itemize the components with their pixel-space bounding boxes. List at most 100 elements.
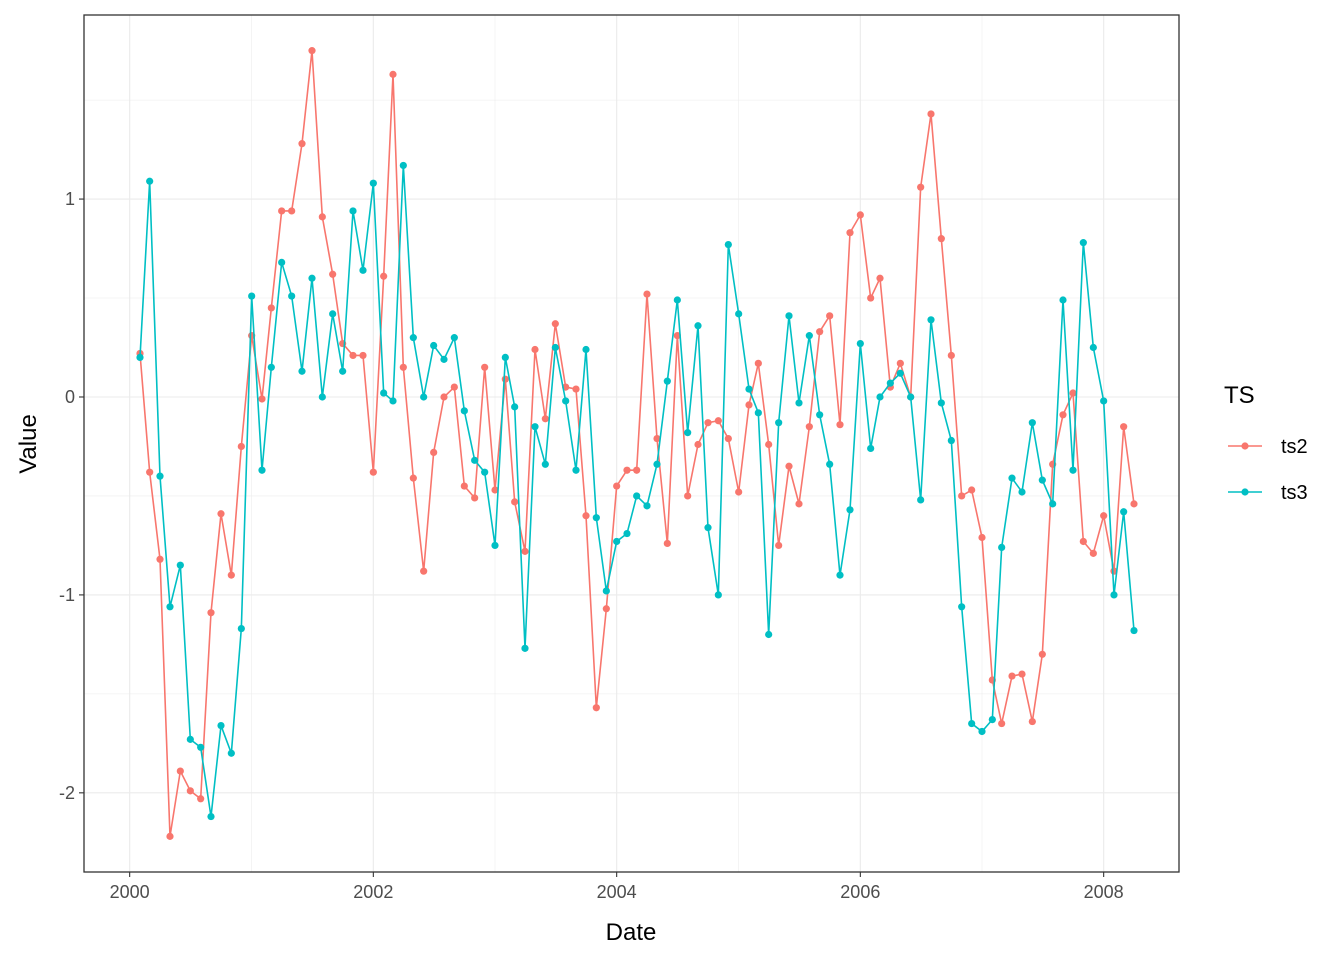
data-point-ts2 — [673, 332, 681, 340]
legend-item-ts3: ts3 — [1228, 482, 1308, 504]
data-point-ts2 — [623, 466, 631, 474]
data-point-ts3 — [369, 179, 377, 187]
data-point-ts3 — [248, 292, 256, 300]
data-point-ts2 — [551, 320, 559, 328]
legend-label: ts3 — [1281, 482, 1308, 504]
data-point-ts2 — [1069, 389, 1077, 397]
data-point-ts2 — [968, 486, 976, 494]
data-point-ts2 — [531, 345, 539, 354]
data-point-ts3 — [754, 409, 762, 417]
data-point-ts3 — [136, 353, 144, 361]
data-point-ts2 — [816, 328, 824, 336]
data-point-ts2 — [1079, 537, 1087, 546]
data-point-ts2 — [511, 498, 519, 506]
data-point-ts3 — [217, 721, 225, 730]
data-point-ts3 — [156, 472, 164, 480]
data-point-ts2 — [765, 440, 773, 449]
legend-items: ts2 ts3 — [1228, 436, 1308, 504]
data-point-ts3 — [511, 403, 519, 411]
data-point-ts2 — [1059, 411, 1067, 419]
data-point-ts2 — [146, 468, 154, 476]
data-point-ts3 — [197, 743, 205, 751]
data-point-ts2 — [197, 795, 205, 803]
data-point-ts2 — [258, 395, 266, 403]
data-point-ts3 — [714, 591, 722, 599]
data-point-ts3 — [816, 411, 824, 419]
data-point-ts3 — [694, 322, 702, 330]
data-point-ts3 — [1049, 500, 1057, 508]
y-tick-label: -1 — [59, 585, 75, 605]
data-point-ts3 — [867, 444, 875, 453]
data-point-ts3 — [907, 393, 915, 401]
data-point-ts3 — [339, 367, 347, 375]
series-ts3 — [136, 161, 1138, 821]
data-point-ts2 — [775, 541, 783, 550]
data-point-ts2 — [947, 351, 955, 360]
grid-major — [84, 15, 1179, 872]
data-point-ts3 — [1110, 591, 1118, 599]
data-point-ts2 — [349, 351, 357, 360]
data-point-ts3 — [775, 419, 783, 427]
data-point-ts3 — [349, 207, 357, 215]
series-ts2 — [136, 47, 1138, 840]
data-point-ts2 — [724, 434, 732, 443]
data-point-ts2 — [826, 312, 834, 320]
data-point-ts3 — [166, 603, 174, 611]
data-point-ts3 — [958, 603, 966, 611]
data-point-ts3 — [602, 587, 610, 595]
data-point-ts2 — [430, 448, 438, 457]
data-point-ts3 — [917, 496, 925, 504]
data-point-ts2 — [896, 359, 904, 367]
data-point-ts3 — [876, 393, 884, 401]
data-point-ts3 — [633, 492, 641, 500]
x-axis: 2000 2002 2004 2006 2008 — [110, 872, 1124, 902]
data-point-ts2 — [1008, 672, 1016, 680]
data-point-ts3 — [673, 296, 681, 304]
data-point-ts3 — [745, 385, 753, 393]
data-point-ts2 — [1038, 650, 1046, 658]
data-point-ts3 — [1018, 488, 1026, 496]
data-point-ts2 — [785, 462, 793, 470]
data-point-ts2 — [471, 494, 479, 502]
y-tick-label: 0 — [65, 387, 75, 407]
data-point-ts3 — [399, 161, 407, 170]
data-point-ts2 — [653, 434, 661, 443]
data-point-ts2 — [978, 533, 986, 542]
data-point-ts3 — [927, 316, 935, 324]
data-point-ts3 — [186, 735, 194, 743]
data-point-ts2 — [1120, 423, 1128, 431]
data-point-ts2 — [288, 207, 296, 215]
data-point-ts2 — [1130, 500, 1138, 508]
data-point-ts3 — [471, 456, 479, 464]
data-point-ts2 — [1028, 717, 1036, 726]
x-axis-title: Date — [606, 919, 657, 946]
data-point-ts3 — [288, 292, 296, 300]
data-point-ts3 — [1089, 343, 1097, 352]
data-point-ts2 — [714, 417, 722, 425]
x-tick-label: 2000 — [110, 882, 150, 902]
data-point-ts3 — [1120, 508, 1128, 516]
data-point-ts2 — [460, 482, 468, 490]
y-tick-label: 1 — [65, 189, 75, 209]
data-point-ts2 — [613, 482, 621, 490]
data-point-ts3 — [826, 460, 834, 468]
legend-title: TS — [1224, 382, 1255, 409]
data-point-ts3 — [501, 353, 509, 361]
x-tick-label: 2004 — [597, 882, 637, 902]
data-point-ts3 — [146, 177, 154, 185]
legend-key-point — [1241, 442, 1249, 450]
data-point-ts2 — [633, 466, 641, 474]
data-point-ts2 — [592, 704, 600, 712]
data-point-ts3 — [684, 429, 692, 437]
data-point-ts3 — [267, 363, 275, 371]
y-tick-label: -2 — [59, 783, 75, 803]
data-point-ts3 — [551, 343, 559, 352]
data-point-ts2 — [308, 47, 316, 55]
data-point-ts3 — [329, 310, 337, 318]
data-point-ts2 — [481, 363, 489, 371]
data-point-ts3 — [562, 397, 570, 405]
legend: TS ts2 ts3 — [1224, 382, 1308, 504]
data-point-ts3 — [785, 312, 793, 320]
data-point-ts2 — [318, 213, 326, 221]
data-point-ts2 — [805, 423, 813, 431]
